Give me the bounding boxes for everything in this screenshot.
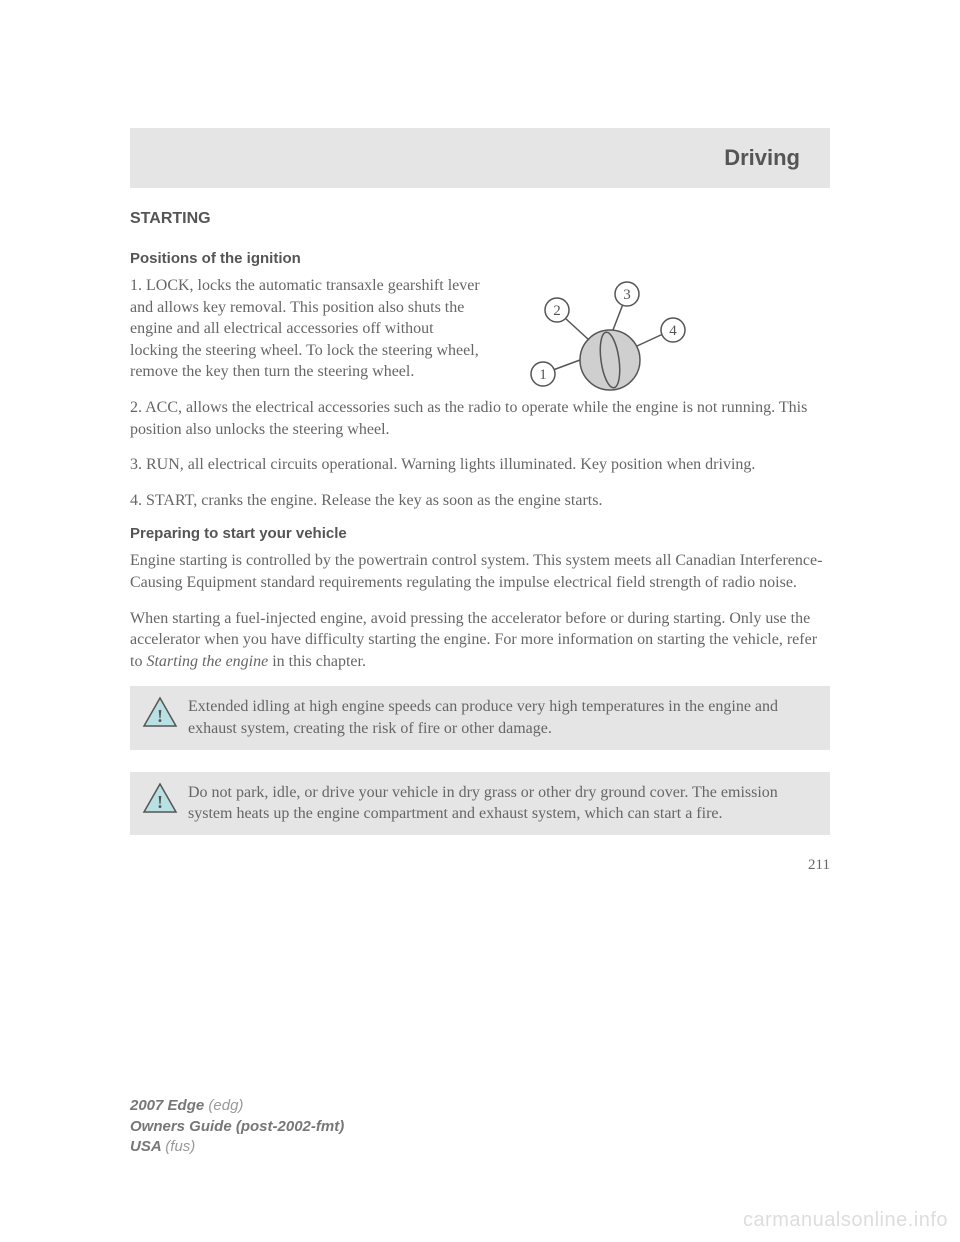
warning-text: Extended idling at high engine speeds ca… <box>188 696 818 739</box>
text-run-italic: Starting the engine <box>146 653 268 670</box>
warning-box: ! Do not park, idle, or drive your vehic… <box>130 772 830 835</box>
footer-line: 2007 Edge (edg) <box>130 1096 344 1116</box>
page-content: STARTING Positions of the ignition 1. LO… <box>130 210 830 874</box>
paragraph: 3. RUN, all electrical circuits operatio… <box>130 454 830 476</box>
footer: 2007 Edge (edg) Owners Guide (post-2002-… <box>130 1096 344 1157</box>
page-number: 211 <box>130 857 830 874</box>
svg-text:!: ! <box>157 792 163 812</box>
chapter-title: Driving <box>724 145 800 171</box>
paragraph-with-figure: 1. LOCK, locks the automatic transaxle g… <box>130 275 830 383</box>
footer-line: USA (fus) <box>130 1137 344 1157</box>
warning-box: ! Extended idling at high engine speeds … <box>130 686 830 749</box>
watermark: carmanualsonline.info <box>743 1209 948 1232</box>
footer-text: 2007 Edge <box>130 1097 208 1114</box>
paragraph: Engine starting is controlled by the pow… <box>130 550 830 593</box>
svg-text:!: ! <box>157 706 163 726</box>
warning-icon: ! <box>142 782 178 814</box>
svg-text:3: 3 <box>623 287 631 303</box>
svg-text:2: 2 <box>553 303 561 319</box>
subsection-heading: Positions of the ignition <box>130 250 830 267</box>
subsection-heading: Preparing to start your vehicle <box>130 525 830 542</box>
footer-text: (edg) <box>208 1097 243 1114</box>
paragraph: 4. START, cranks the engine. Release the… <box>130 490 830 512</box>
svg-text:4: 4 <box>669 323 677 339</box>
page: Driving STARTING Positions of the igniti… <box>0 0 960 1242</box>
paragraph: When starting a fuel-injected engine, av… <box>130 608 830 673</box>
warning-icon: ! <box>142 696 178 728</box>
paragraph: 2. ACC, allows the electrical accessorie… <box>130 397 830 440</box>
section-heading: STARTING <box>130 210 830 228</box>
footer-text: (fus) <box>165 1138 195 1155</box>
ignition-diagram: 1 2 3 4 <box>495 270 695 430</box>
paragraph: 1. LOCK, locks the automatic transaxle g… <box>130 275 485 383</box>
svg-text:1: 1 <box>539 367 547 383</box>
footer-text: USA <box>130 1138 165 1155</box>
text-run: in this chapter. <box>268 653 366 670</box>
footer-line: Owners Guide (post-2002-fmt) <box>130 1117 344 1137</box>
chapter-header: Driving <box>130 128 830 188</box>
warning-text: Do not park, idle, or drive your vehicle… <box>188 782 818 825</box>
footer-text: Owners Guide (post-2002-fmt) <box>130 1118 344 1135</box>
